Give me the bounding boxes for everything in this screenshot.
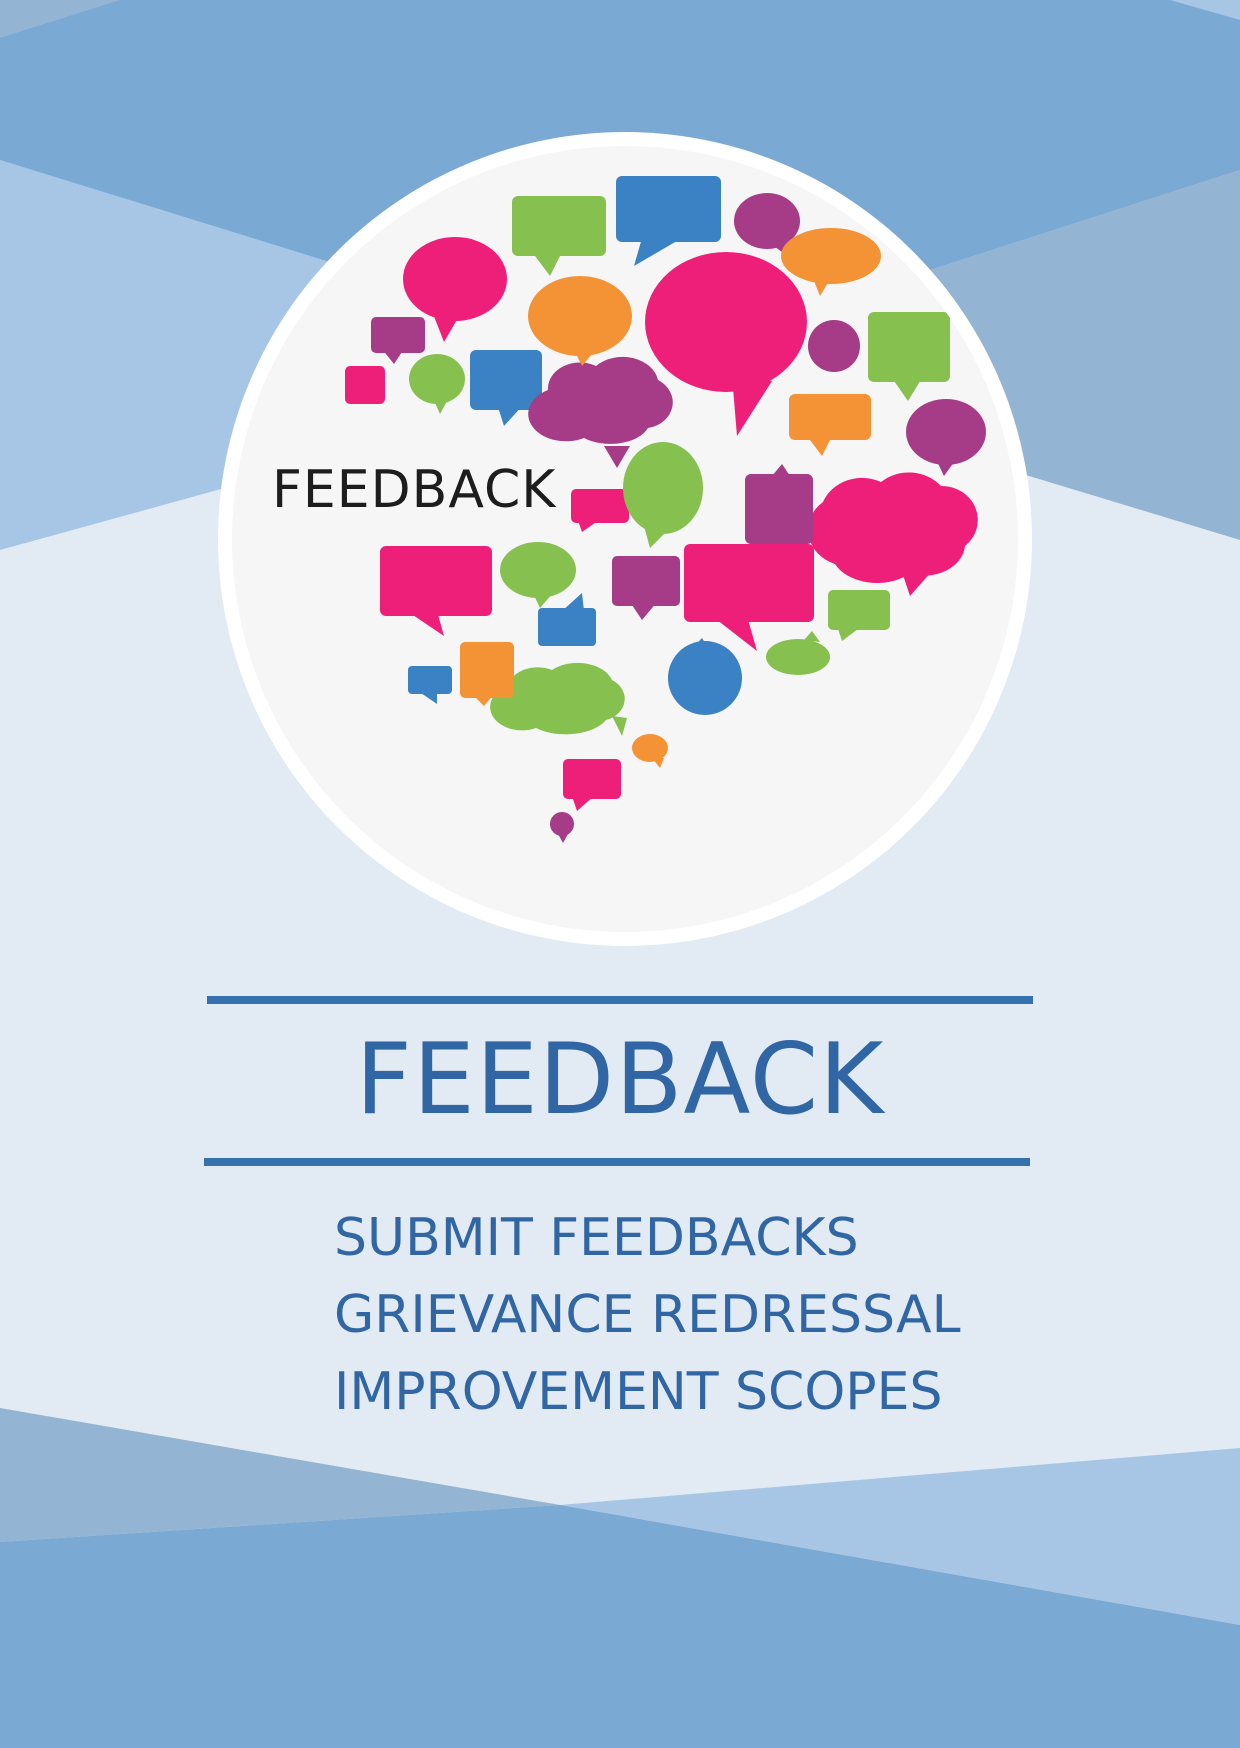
pink-bubbles [345,237,978,811]
orange-bubbles [460,228,881,768]
page-title: FEEDBACK [355,1023,885,1137]
blue-bubbles [408,176,742,715]
title-rule-top [207,996,1033,1004]
bg-shape-bottom-band [0,1505,1240,1748]
green-bubbles [409,196,950,736]
speech-bubbles-illustration [345,176,986,843]
feature-list: SUBMIT FEEDBACKS GRIEVANCE REDRESSAL IMP… [334,1200,961,1431]
feature-item-grievance-redressal: GRIEVANCE REDRESSAL [334,1285,961,1345]
logo-feedback-text: FEEDBACK [272,460,557,520]
bg-shape-top-left-corner [0,0,120,38]
bg-shape-bottom-right-light [560,1448,1240,1625]
feature-item-submit-feedbacks: SUBMIT FEEDBACKS [334,1208,859,1268]
purple-bubbles [371,193,986,843]
bg-shape-top-right-corner [1170,0,1240,20]
feedback-logo-inner: FEEDBACK [232,146,1018,932]
feature-item-improvement-scopes: IMPROVEMENT SCOPES [334,1362,943,1422]
bg-shape-bottom-left-grey [0,1408,560,1542]
feedback-logo-circle: FEEDBACK [218,132,1032,946]
title-rule-bottom [204,1158,1030,1166]
